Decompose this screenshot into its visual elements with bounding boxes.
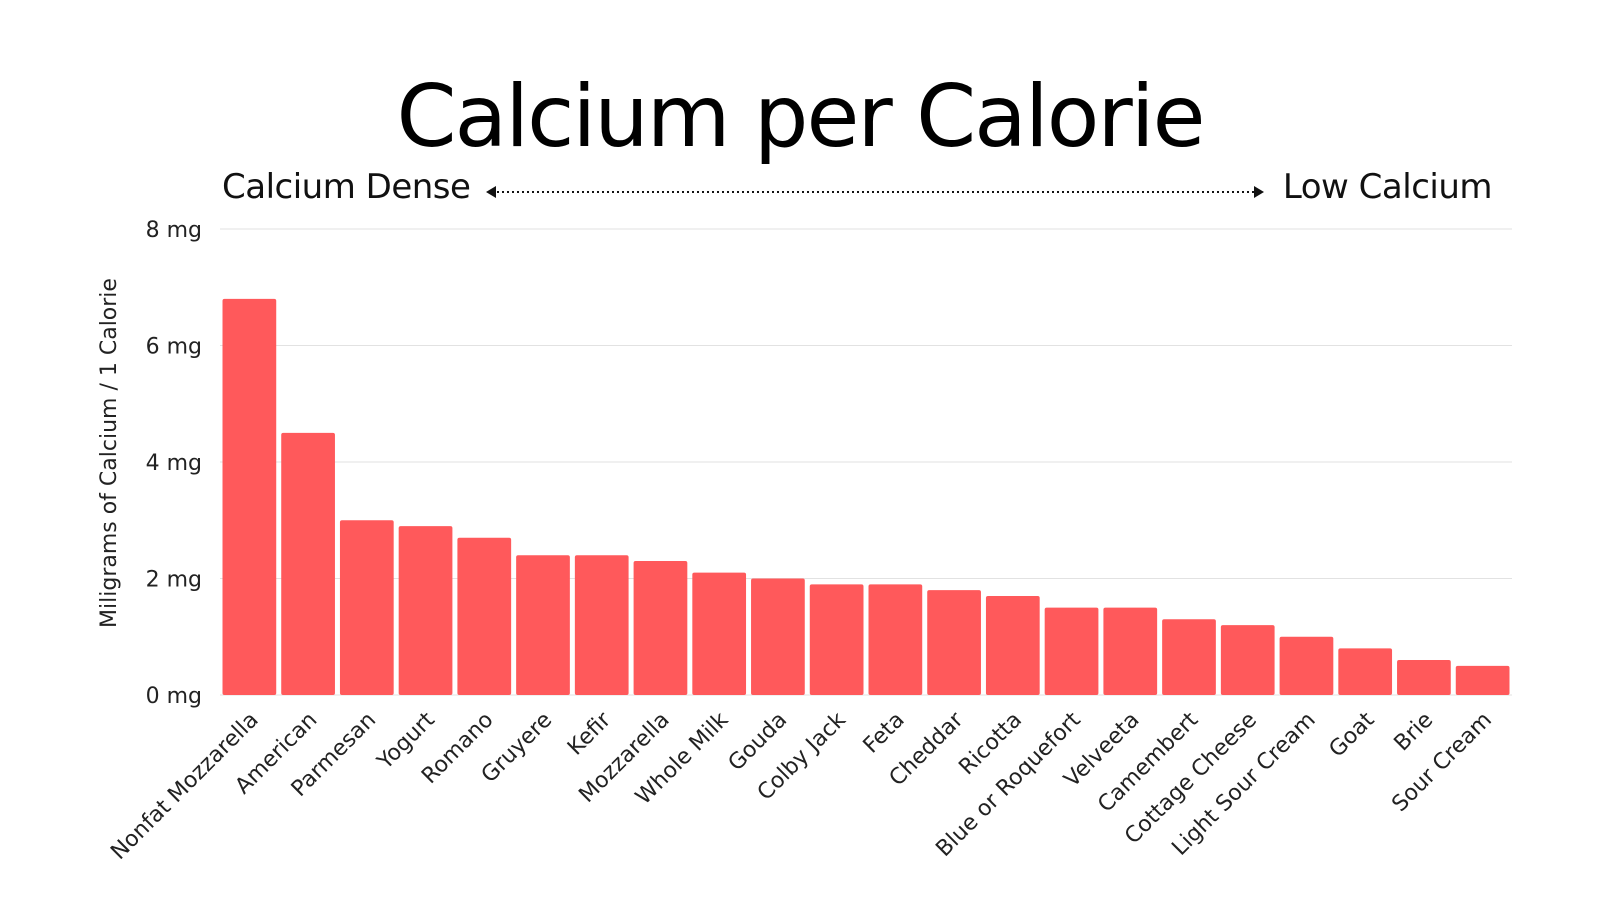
x-tick-label: Brie [1390, 708, 1439, 757]
bar-feta [868, 584, 923, 695]
bars [222, 298, 1510, 695]
x-tick-label: Kefir [563, 707, 617, 761]
bar-parmesan [339, 520, 394, 695]
bar-whole-milk [692, 572, 747, 695]
x-tick-label: Feta [859, 708, 910, 759]
range-arrow [486, 186, 1264, 198]
y-tick-label: 6 mg [146, 335, 202, 360]
range-right-label: Low Calcium [1283, 167, 1492, 207]
y-axis-label: Miligrams of Calcium / 1 Calorie [97, 278, 122, 628]
range-left-label: Calcium Dense [222, 167, 470, 207]
bar-yogurt [398, 526, 453, 695]
bar-mozzarella [633, 561, 688, 695]
y-axis-ticks: 0 mg 2 mg 4 mg 6 mg 8 mg [146, 218, 202, 709]
bar-blue-or-roquefort [1044, 607, 1099, 695]
bar-ricotta [985, 595, 1040, 695]
bar-goat [1338, 648, 1393, 695]
bar-velveeta [1103, 607, 1158, 695]
y-tick-label: 0 mg [146, 684, 202, 709]
bar-camembert [1162, 619, 1216, 695]
y-tick-label: 4 mg [146, 451, 202, 476]
bar-american [281, 432, 335, 695]
y-tick-label: 8 mg [146, 218, 202, 243]
bar-cheddar [927, 590, 981, 695]
range-arrow-right-head [1254, 186, 1264, 198]
bar-cottage-cheese [1220, 625, 1275, 695]
bar-light-sour-cream [1279, 636, 1334, 695]
bar-romano [457, 537, 512, 695]
bar-gruyere [516, 555, 570, 695]
bar-nonfat-mozzarella [222, 298, 277, 695]
bar-kefir [574, 555, 629, 695]
x-tick-label: Goat [1325, 707, 1380, 762]
range-arrow-left-head [486, 186, 496, 198]
chart-title: Calcium per Calorie [396, 67, 1203, 167]
bar-brie [1397, 660, 1451, 695]
x-axis-ticks: Nonfat MozzarellaAmericanParmesanYogurtR… [106, 707, 1497, 865]
bar-sour-cream [1455, 665, 1510, 695]
bar-colby-jack [809, 584, 864, 695]
y-tick-label: 2 mg [146, 568, 202, 593]
bar-gouda [751, 578, 805, 695]
